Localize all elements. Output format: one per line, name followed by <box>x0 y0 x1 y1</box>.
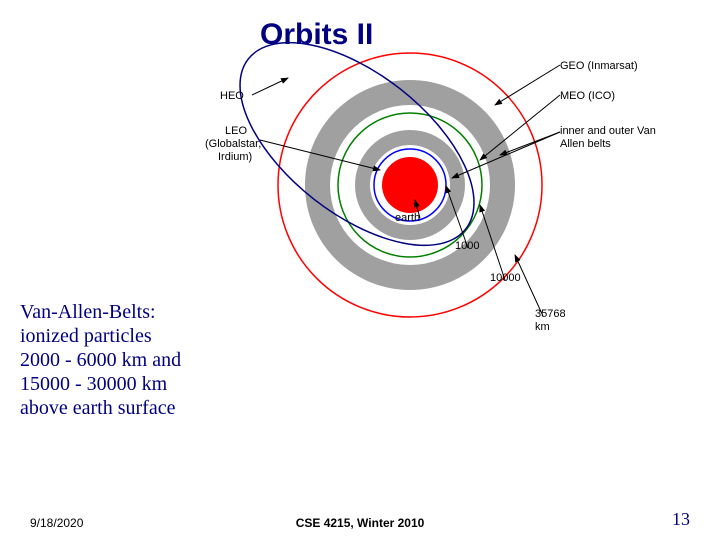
van-allen-description: Van-Allen-Belts:ionized particles2000 - … <box>20 300 181 420</box>
orbit-diagram <box>0 0 720 540</box>
label-1000: 1000 <box>455 240 479 252</box>
footer-pagenum: 13 <box>672 509 690 530</box>
slide: Orbits II GEO (Inmarsat) HEO MEO (ICO) L… <box>0 0 720 540</box>
footer-course: CSE 4215, Winter 2010 <box>0 516 720 530</box>
label-10000: 10000 <box>490 272 521 284</box>
label-35768: 35768 <box>535 308 566 320</box>
label-heo: HEO <box>220 90 244 102</box>
label-geo: GEO (Inmarsat) <box>560 60 638 72</box>
label-vanallen-2: Allen belts <box>560 138 611 150</box>
label-leo-1: LEO <box>225 125 247 137</box>
label-leo-3: Irdium) <box>218 151 252 163</box>
label-earth: earth <box>395 212 420 224</box>
label-leo-2: (Globalstar, <box>205 138 261 150</box>
label-km: km <box>535 321 550 333</box>
label-meo: MEO (ICO) <box>560 90 615 102</box>
label-vanallen-1: inner and outer Van <box>560 125 656 137</box>
